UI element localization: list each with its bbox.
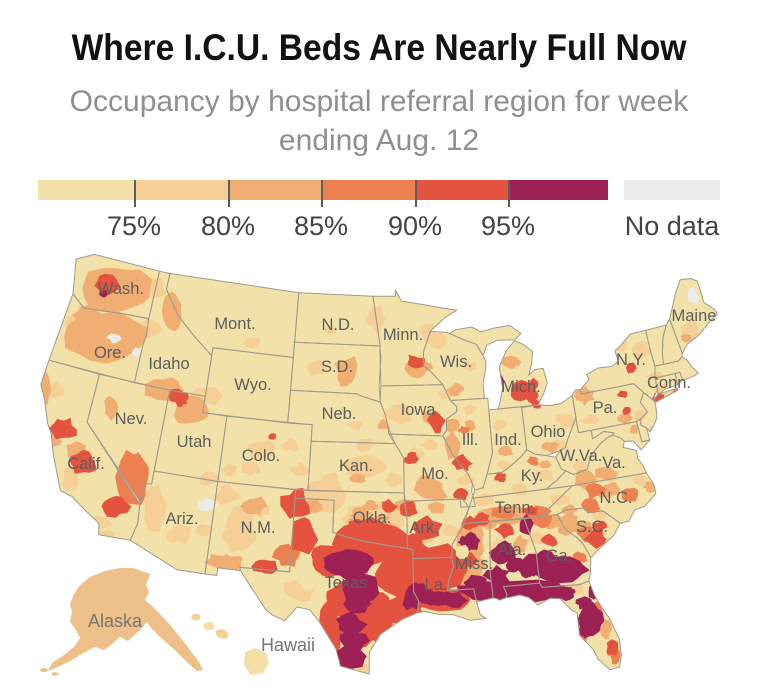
- svg-text:Minn.: Minn.: [383, 326, 423, 344]
- svg-text:Calif.: Calif.: [67, 455, 105, 473]
- svg-text:Ill.: Ill.: [462, 431, 479, 449]
- svg-text:La.: La.: [425, 576, 448, 594]
- svg-text:Hawaii: Hawaii: [261, 635, 315, 655]
- svg-text:W.Va.: W.Va.: [560, 447, 603, 465]
- svg-text:Miss.: Miss.: [455, 555, 494, 573]
- svg-text:Mich.: Mich.: [501, 378, 540, 396]
- svg-text:Alaska: Alaska: [88, 611, 143, 631]
- svg-text:Ala.: Ala.: [498, 541, 526, 559]
- svg-text:Neb.: Neb.: [322, 405, 357, 423]
- svg-text:N.Y.: N.Y.: [616, 351, 646, 369]
- svg-text:N.D.: N.D.: [322, 316, 355, 334]
- svg-text:Idaho: Idaho: [148, 355, 189, 373]
- svg-text:Texas: Texas: [324, 574, 367, 592]
- svg-text:Ariz.: Ariz.: [166, 510, 199, 528]
- svg-text:Tenn.: Tenn.: [495, 499, 535, 517]
- svg-text:Mont.: Mont.: [214, 315, 255, 333]
- svg-text:N.M.: N.M.: [241, 519, 276, 537]
- svg-text:Ohio: Ohio: [531, 423, 566, 441]
- svg-text:Wash.: Wash.: [98, 280, 144, 298]
- svg-text:Maine: Maine: [672, 307, 717, 325]
- svg-text:Okla.: Okla.: [353, 509, 392, 527]
- svg-text:S.C.: S.C.: [576, 518, 608, 536]
- svg-text:Wis.: Wis.: [440, 353, 472, 371]
- svg-text:Wyo.: Wyo.: [234, 376, 271, 394]
- svg-text:N.C.: N.C.: [600, 489, 633, 507]
- svg-text:Ark.: Ark.: [409, 519, 438, 537]
- svg-text:Ind.: Ind.: [494, 431, 522, 449]
- svg-text:S.D.: S.D.: [321, 358, 353, 376]
- svg-text:Ore.: Ore.: [94, 344, 126, 362]
- svg-text:Conn.: Conn.: [647, 374, 691, 392]
- svg-text:Colo.: Colo.: [242, 447, 281, 465]
- svg-text:Kan.: Kan.: [339, 457, 373, 475]
- svg-text:Ga.: Ga.: [546, 547, 573, 565]
- svg-text:Va.: Va.: [602, 454, 626, 472]
- svg-text:Iowa: Iowa: [401, 401, 437, 419]
- svg-text:Pa.: Pa.: [593, 399, 618, 417]
- svg-text:Utah: Utah: [177, 433, 212, 451]
- svg-text:Ky.: Ky.: [521, 467, 544, 485]
- svg-text:Nev.: Nev.: [115, 410, 148, 428]
- svg-text:Mo.: Mo.: [421, 465, 449, 483]
